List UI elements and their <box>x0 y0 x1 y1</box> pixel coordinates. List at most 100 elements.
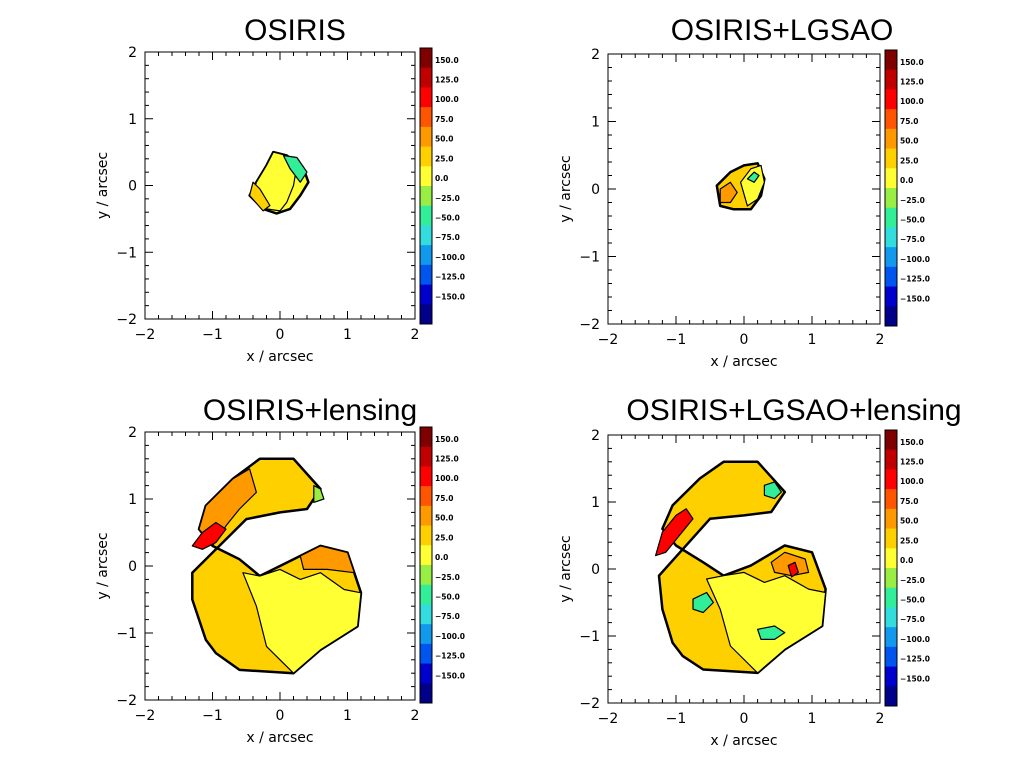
colorbar-swatch <box>885 207 897 228</box>
colorbar-label: 100.0 <box>900 477 924 486</box>
velocity-region <box>787 561 800 578</box>
y-tick-label: −1 <box>116 245 137 261</box>
colorbar-label: −150.0 <box>900 674 930 683</box>
y-tick-label: 2 <box>128 425 137 441</box>
colorbar-swatch <box>420 264 432 286</box>
x-tick-label: −2 <box>598 332 619 348</box>
colorbar-swatch <box>885 686 897 707</box>
colorbar-swatch <box>420 584 432 605</box>
colorbar-label: 125.0 <box>435 76 459 85</box>
velocity-region <box>249 181 271 212</box>
colorbar-label: −125.0 <box>435 273 465 282</box>
colorbar-swatch <box>420 107 432 128</box>
velocity-region <box>654 508 694 557</box>
colorbar-swatch <box>420 87 432 108</box>
panel-title: OSIRIS+LGSAO+lensing <box>626 394 961 427</box>
x-tick-label: −2 <box>135 327 156 343</box>
colorbar-label: 150.0 <box>900 438 924 447</box>
colorbar-swatch <box>885 227 897 248</box>
colorbar-swatch <box>885 666 897 687</box>
colorbar-label: 0.0 <box>900 176 913 185</box>
colorbar-label: 25.0 <box>435 154 454 163</box>
velocity-regions <box>715 162 766 211</box>
colorbar-label: 125.0 <box>900 78 924 87</box>
x-tick-label: −1 <box>666 711 687 727</box>
colorbar-swatch <box>420 466 432 487</box>
colorbar-swatch <box>420 446 432 467</box>
colorbar-label: 0.0 <box>435 553 448 562</box>
velocity-region <box>282 154 308 183</box>
colorbar-swatch <box>885 548 897 569</box>
colorbar-label: −100.0 <box>900 635 930 644</box>
y-tick-label: 1 <box>128 112 137 128</box>
colorbar-label: −100.0 <box>900 255 930 264</box>
axis-ticks <box>144 51 416 320</box>
x-tick-label: 0 <box>276 327 285 343</box>
colorbar-label: 125.0 <box>900 458 924 467</box>
velocity-region <box>756 625 786 641</box>
colorbar-label: −75.0 <box>900 615 925 624</box>
colorbar-label: 100.0 <box>435 474 459 483</box>
x-tick-label: 2 <box>411 708 420 724</box>
x-tick-label: 2 <box>876 332 885 348</box>
colorbar-swatch <box>885 508 897 530</box>
axis-ticks <box>607 53 881 325</box>
y-axis-label: y / arcsec <box>95 532 111 599</box>
panel-title: OSIRIS+LGSAO <box>671 14 894 47</box>
y-tick-label: 2 <box>591 47 600 63</box>
colorbar-swatch <box>420 245 432 266</box>
y-tick-label: 1 <box>591 495 600 511</box>
colorbar: 150.0 125.0 100.0 75.0 50.0 25.0 0.0 −25.0 −50.0… <box>419 47 465 325</box>
colorbar-label: −125.0 <box>900 275 930 284</box>
velocity-region <box>242 568 362 674</box>
colorbar-label: −75.0 <box>435 612 460 621</box>
colorbar-swatch <box>885 89 897 110</box>
colorbar-label: 25.0 <box>900 156 919 165</box>
colorbar-swatch <box>420 186 432 207</box>
velocity-region <box>692 591 715 614</box>
y-axis-label: y / arcsec <box>95 152 111 219</box>
velocity-region <box>705 571 827 674</box>
velocity-regions <box>654 460 827 675</box>
colorbar-label: −75.0 <box>435 233 460 242</box>
colorbar-swatch <box>420 67 432 88</box>
colorbar-swatch <box>885 109 897 130</box>
y-tick-label: −1 <box>579 629 600 645</box>
colorbar-label: −75.0 <box>900 235 925 244</box>
colorbar-swatch <box>885 646 897 668</box>
axis-ticks <box>144 431 416 701</box>
x-axis-label: x / arcsec <box>246 349 313 365</box>
x-axis-label: x / arcsec <box>710 733 777 749</box>
colorbar-swatch <box>885 247 897 268</box>
x-tick-label: −1 <box>202 708 223 724</box>
colorbar-label: 75.0 <box>900 497 919 506</box>
colorbar-label: 150.0 <box>435 435 459 444</box>
colorbar-label: −125.0 <box>435 652 465 661</box>
colorbar-swatch <box>885 50 897 71</box>
colorbar-swatch <box>420 604 432 625</box>
panel-title: OSIRIS <box>244 14 346 47</box>
colorbar-label: 150.0 <box>435 56 459 65</box>
colorbar-label: −25.0 <box>435 573 460 582</box>
y-tick-label: −2 <box>116 693 137 709</box>
colorbar-swatch <box>420 284 432 305</box>
velocity-region <box>191 521 227 550</box>
colorbar-label: 50.0 <box>900 517 919 526</box>
colorbar-label: 50.0 <box>435 135 454 144</box>
x-tick-label: 2 <box>876 711 885 727</box>
colorbar-label: 100.0 <box>900 97 924 106</box>
x-tick-label: 0 <box>740 711 749 727</box>
y-tick-label: 0 <box>128 179 137 195</box>
colorbar-swatch <box>420 126 432 148</box>
colorbar-swatch <box>885 266 897 288</box>
colorbar-label: −50.0 <box>900 596 925 605</box>
x-tick-label: −2 <box>598 711 619 727</box>
colorbar-label: −100.0 <box>435 253 465 262</box>
velocity-region <box>719 181 738 204</box>
panel-title: OSIRIS+lensing <box>203 394 417 427</box>
panel-3: OSIRIS+lensing −2 −1 0 1 2 −2 −1 0 1 2 x / arcsec y … <box>95 394 465 746</box>
colorbar: 150.0 125.0 100.0 75.0 50.0 25.0 0.0 −25.0 −50.0… <box>884 429 930 707</box>
y-tick-label: 2 <box>591 428 600 444</box>
colorbar-label: 0.0 <box>900 556 913 565</box>
